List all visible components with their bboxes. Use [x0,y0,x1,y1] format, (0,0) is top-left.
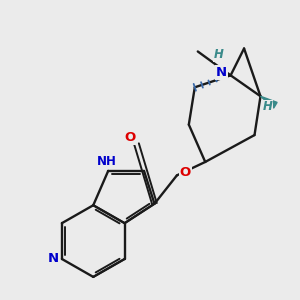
Text: H: H [214,48,224,61]
Text: O: O [124,131,136,144]
Polygon shape [260,96,277,108]
Text: O: O [180,166,191,179]
Text: N: N [216,66,227,79]
Text: NH: NH [97,155,117,168]
Text: N: N [48,253,59,266]
Text: H: H [263,100,273,113]
